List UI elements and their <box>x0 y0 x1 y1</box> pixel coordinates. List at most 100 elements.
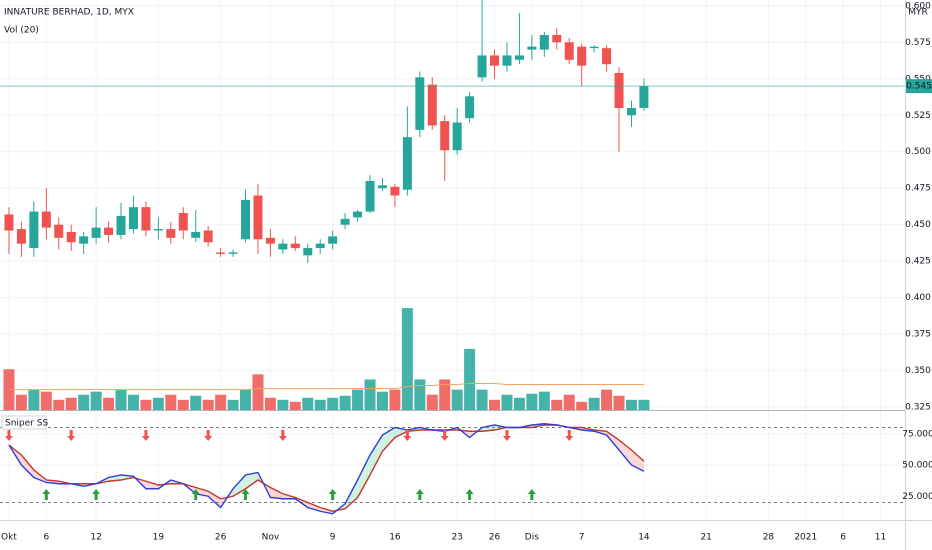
indicator-line <box>8 424 645 512</box>
candle-body <box>353 211 363 218</box>
volume-bar <box>252 374 264 410</box>
candle-body <box>377 185 387 189</box>
cross-fill <box>21 455 34 478</box>
candle-body <box>490 55 500 66</box>
candle-body <box>228 252 238 254</box>
volume-bar <box>78 394 90 410</box>
volume-bar <box>414 379 426 410</box>
candle-body <box>440 121 450 151</box>
cross-fill <box>619 440 632 465</box>
volume-bar <box>15 394 27 410</box>
indicator-line <box>8 423 645 515</box>
candle-body <box>253 195 263 240</box>
volume-bar <box>625 399 637 410</box>
sell-arrow <box>4 430 13 441</box>
cross-fill <box>270 487 283 499</box>
cross-fill <box>307 502 321 512</box>
volume-bar <box>588 397 600 410</box>
x-tick-label: 12 <box>90 533 101 543</box>
volume-bar <box>526 393 538 410</box>
candle-body <box>328 236 338 244</box>
candle-body <box>216 252 226 254</box>
volume-ma-line <box>8 383 644 391</box>
volume-bar <box>501 394 513 410</box>
candle-body <box>477 55 487 78</box>
buy-arrow <box>191 489 200 500</box>
y-tick-label: 25.000 <box>902 492 932 502</box>
candle-body <box>465 96 475 119</box>
candle-body <box>91 227 101 238</box>
candle-body <box>315 243 325 249</box>
x-tick-label: 6 <box>43 533 49 543</box>
volume-bar <box>339 395 351 410</box>
candle-body <box>527 46 537 50</box>
indicator-title-box <box>1 415 47 430</box>
candle-body <box>303 248 313 256</box>
candle-body <box>265 237 275 244</box>
candle-body <box>340 218 350 225</box>
cross-fill <box>357 455 371 498</box>
candle-body <box>104 227 114 235</box>
sell-arrow <box>204 430 213 441</box>
volume-bar <box>376 391 388 410</box>
sell-arrow <box>440 430 449 441</box>
candle-body <box>54 224 64 238</box>
last-price-box <box>906 79 932 94</box>
x-tick-label: Nov <box>262 533 280 543</box>
candle-body <box>614 72 624 108</box>
candle-body <box>290 243 300 249</box>
candle-body <box>514 55 524 60</box>
x-tick-label: 11 <box>875 533 886 543</box>
buy-arrow <box>42 489 51 500</box>
buy-arrow <box>241 489 250 500</box>
x-tick-label: Dis <box>525 533 539 543</box>
volume-bar <box>563 394 575 410</box>
candle-body <box>178 213 188 231</box>
chart-title: INNATURE BERHAD, 1D, MYX <box>4 8 134 18</box>
volume-bar <box>451 389 463 410</box>
buy-arrow <box>415 489 424 500</box>
volume-bar <box>264 397 276 410</box>
y-tick-label: 0.325 <box>905 403 931 413</box>
x-tick-label: 6 <box>840 533 846 543</box>
y-tick-label: 0.375 <box>905 330 931 340</box>
volume-bar <box>277 399 289 410</box>
volume-bar <box>613 395 625 410</box>
volume-bar <box>240 389 252 410</box>
x-tick-label: 19 <box>153 533 165 543</box>
volume-bar <box>115 389 127 410</box>
volume-bar <box>401 308 413 410</box>
volume-bar <box>352 389 364 410</box>
volume-title: Vol (20) <box>4 26 39 36</box>
plot-area <box>0 0 905 515</box>
volume-bar <box>302 397 314 410</box>
candle-body <box>41 211 51 228</box>
candle-body <box>602 48 612 65</box>
indicator-title: Sniper SS <box>5 419 48 429</box>
candle-body <box>452 122 462 151</box>
buy-arrow <box>527 489 536 500</box>
candle-body <box>29 211 39 249</box>
buy-arrow <box>465 489 474 500</box>
sell-arrow <box>67 430 76 441</box>
x-tick-label: 26 <box>489 533 501 543</box>
candle-body <box>191 231 201 238</box>
volume-bar <box>103 397 115 410</box>
x-tick-label: Okt <box>1 533 17 543</box>
candle-body <box>639 86 649 108</box>
cross-fill <box>233 475 246 497</box>
candle-body <box>577 46 587 66</box>
y-tick-label: 75.000 <box>902 429 932 439</box>
buy-arrow <box>92 489 101 500</box>
volume-bar <box>513 397 525 410</box>
candle-body <box>390 186 400 196</box>
buy-arrow <box>328 489 337 500</box>
candle-body <box>626 107 636 116</box>
candle-body <box>128 207 138 230</box>
candle-body <box>365 180 375 212</box>
candle-body <box>552 35 562 43</box>
y-tick-label: 0.450 <box>905 220 931 230</box>
